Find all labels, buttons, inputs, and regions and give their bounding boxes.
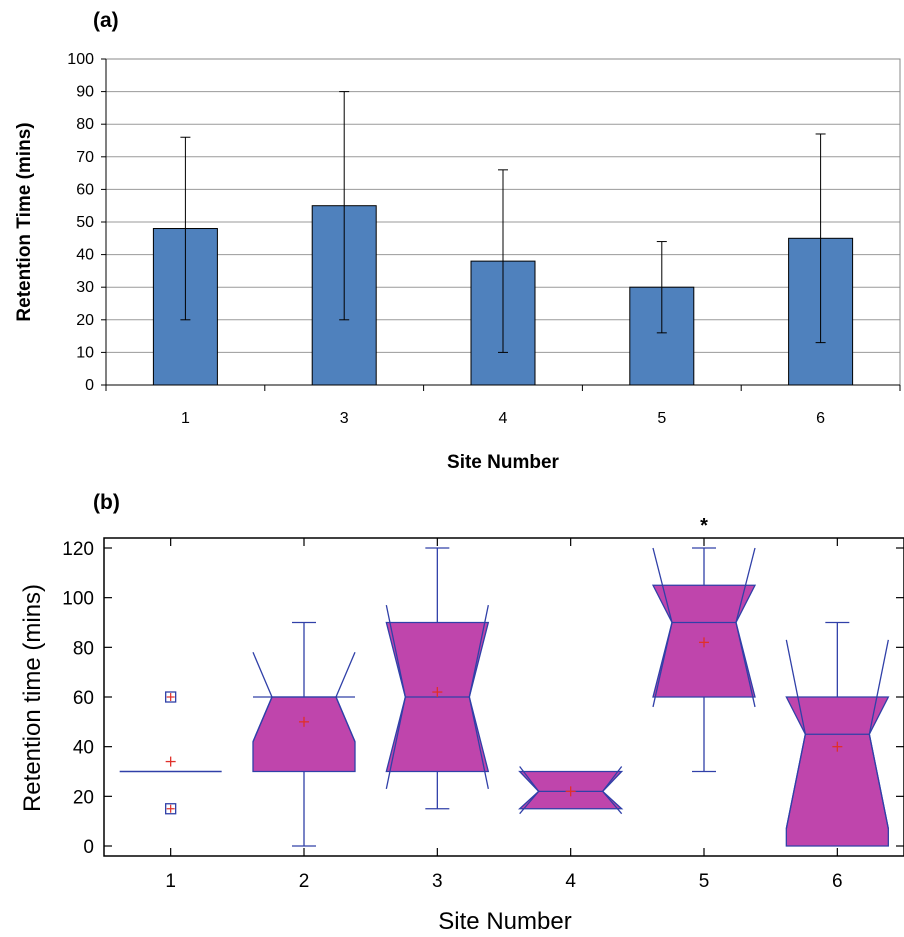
panel-b-x-axis-title: Site Number xyxy=(438,908,571,935)
y-tick-label: 100 xyxy=(62,589,94,610)
x-tick-label: 6 xyxy=(832,871,843,892)
x-tick-label: 1 xyxy=(165,871,176,892)
y-tick-label: 100 xyxy=(67,51,94,68)
y-tick-label: 60 xyxy=(76,181,94,198)
x-tick-label: 3 xyxy=(432,871,443,892)
y-tick-label: 20 xyxy=(76,312,94,329)
panel-a-axes: 0 10 20 30 40 50 60 70 80 90 100 1 3 4 5 6 xyxy=(67,51,901,427)
outlier-marker xyxy=(165,803,177,815)
y-tick-label: 20 xyxy=(73,787,94,808)
panel-b-plot-frame xyxy=(103,537,904,857)
x-tick-label: 2 xyxy=(299,871,310,892)
panel-b-y-axis-title: Retention time (mins) xyxy=(19,584,46,812)
y-tick-label: 60 xyxy=(73,688,94,709)
y-tick-label: 80 xyxy=(73,638,94,659)
panel-b-boxes: * xyxy=(119,515,890,847)
significance-marker: * xyxy=(700,515,708,537)
panel-b-label: (b) xyxy=(93,491,120,514)
y-tick-label: 40 xyxy=(76,247,94,264)
x-tick-label: 5 xyxy=(699,871,710,892)
panel-a-x-axis-title: Site Number xyxy=(447,452,560,473)
x-tick-label: 1 xyxy=(181,410,190,427)
x-tick-label: 5 xyxy=(657,410,666,427)
x-tick-label: 4 xyxy=(499,410,508,427)
y-tick-label: 10 xyxy=(76,344,94,361)
x-tick-label: 4 xyxy=(565,871,576,892)
y-tick-label: 70 xyxy=(76,149,94,166)
panel-a-label: (a) xyxy=(93,9,119,32)
x-tick-label: 6 xyxy=(816,410,825,427)
panel-b-axes: 0 20 40 60 80 100 120 1 2 3 4 5 6 xyxy=(62,538,904,892)
x-tick-label: 3 xyxy=(340,410,349,427)
y-tick-label: 80 xyxy=(76,116,94,133)
y-tick-label: 90 xyxy=(76,84,94,101)
box-body xyxy=(252,696,356,773)
y-tick-label: 0 xyxy=(85,377,94,394)
box-body xyxy=(785,696,890,847)
panel-a-y-axis-title: Retention Time (mins) xyxy=(14,122,35,321)
outlier-marker xyxy=(165,691,177,703)
y-tick-label: 120 xyxy=(62,539,94,560)
y-tick-label: 40 xyxy=(73,738,94,759)
panel-a-error-bars xyxy=(180,91,826,353)
y-tick-label: 50 xyxy=(76,214,94,231)
y-tick-label: 30 xyxy=(76,279,94,296)
y-tick-label: 0 xyxy=(83,837,94,858)
